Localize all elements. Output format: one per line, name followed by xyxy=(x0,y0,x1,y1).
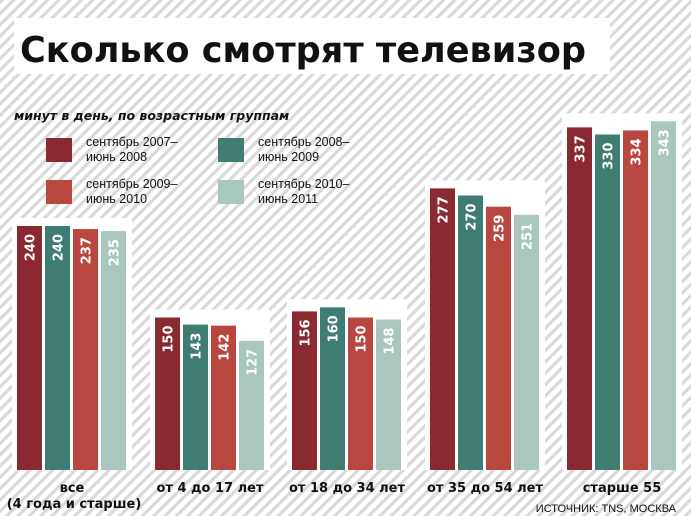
bar-group: 150 143 142 127 от 4 до 17 лет xyxy=(150,309,270,496)
bar-value-label: 251 xyxy=(521,223,536,250)
legend-label: июнь 2008 xyxy=(86,150,147,164)
bar-value-label: 143 xyxy=(190,333,205,360)
chart-title: Сколько смотрят телевизор xyxy=(20,30,586,71)
legend-label: июнь 2009 xyxy=(258,150,319,164)
legend-swatch xyxy=(218,180,244,204)
bar xyxy=(376,319,401,470)
bar-value-label: 142 xyxy=(218,334,233,361)
bar-value-label: 240 xyxy=(52,234,67,261)
bar xyxy=(101,231,126,470)
bar xyxy=(239,340,264,470)
bar xyxy=(292,311,317,470)
bar xyxy=(595,134,620,470)
bar-group: 156 160 150 148 от 18 до 34 лет xyxy=(287,299,407,496)
bar-value-label: 150 xyxy=(355,326,370,353)
bar xyxy=(348,317,373,470)
legend-swatch xyxy=(46,180,72,204)
bar-group: 337 330 334 343 старше 55 xyxy=(562,113,682,496)
category-label: старше 55 xyxy=(583,481,662,496)
bar-value-label: 148 xyxy=(383,328,398,355)
bar xyxy=(514,214,539,470)
category-label: от 18 до 34 лет xyxy=(289,481,406,496)
legend-swatch xyxy=(218,138,244,162)
bar xyxy=(73,229,98,470)
bar xyxy=(623,130,648,470)
bar xyxy=(651,121,676,471)
bar-value-label: 150 xyxy=(162,326,177,353)
bar xyxy=(320,307,345,470)
bar-value-label: 156 xyxy=(299,319,314,346)
bar-value-label: 240 xyxy=(24,234,39,261)
legend-label: сентябрь 2010– xyxy=(258,177,350,191)
chart-subtitle: минут в день, по возрастным группам xyxy=(14,108,289,123)
category-sublabel: (4 года и старше) xyxy=(7,497,142,512)
legend-item: сентябрь 2010–июнь 2011 xyxy=(218,177,350,206)
bar xyxy=(486,206,511,470)
bar-value-label: 334 xyxy=(630,138,645,165)
bar-value-label: 127 xyxy=(246,349,261,376)
bar-value-label: 160 xyxy=(327,315,342,342)
bar-value-label: 337 xyxy=(574,135,589,162)
legend-label: июнь 2010 xyxy=(86,192,147,206)
bar xyxy=(17,226,42,470)
category-label: все xyxy=(60,481,85,496)
bar-value-label: 330 xyxy=(602,143,617,170)
legend-label: сентябрь 2009– xyxy=(86,177,178,191)
legend-item: сентябрь 2009–июнь 2010 xyxy=(46,177,178,206)
bar-value-label: 277 xyxy=(437,196,452,223)
bar-group: 240 240 237 235 все(4 года и старше) xyxy=(7,218,142,512)
category-label: от 35 до 54 лет xyxy=(427,481,544,496)
bar xyxy=(430,188,455,470)
bar-value-label: 259 xyxy=(493,215,508,242)
legend-item: сентябрь 2007–июнь 2008 xyxy=(46,135,178,164)
legend-label: сентябрь 2007– xyxy=(86,135,178,149)
bar xyxy=(567,127,592,470)
bar-value-label: 237 xyxy=(80,237,95,264)
bar xyxy=(458,195,483,470)
legend-swatch xyxy=(46,138,72,162)
title-panel xyxy=(14,18,610,74)
category-label: от 4 до 17 лет xyxy=(156,481,263,496)
legend-label: сентябрь 2008– xyxy=(258,135,350,149)
bar xyxy=(155,317,180,470)
legend-item: сентябрь 2008–июнь 2009 xyxy=(218,135,350,164)
bar-group: 277 270 259 251 от 35 до 54 лет xyxy=(425,180,545,496)
bar-value-label: 343 xyxy=(658,129,673,156)
legend-label: июнь 2011 xyxy=(258,192,318,206)
bar-value-label: 270 xyxy=(465,204,480,231)
bar xyxy=(183,324,208,470)
bar-value-label: 235 xyxy=(108,239,123,266)
bar xyxy=(45,226,70,470)
bar xyxy=(211,325,236,470)
source-note: ИСТОЧНИК: TNS, МОСКВА xyxy=(536,503,677,515)
bar-groups: 240 240 237 235 все(4 года и старше) 150 143 14… xyxy=(7,113,682,512)
